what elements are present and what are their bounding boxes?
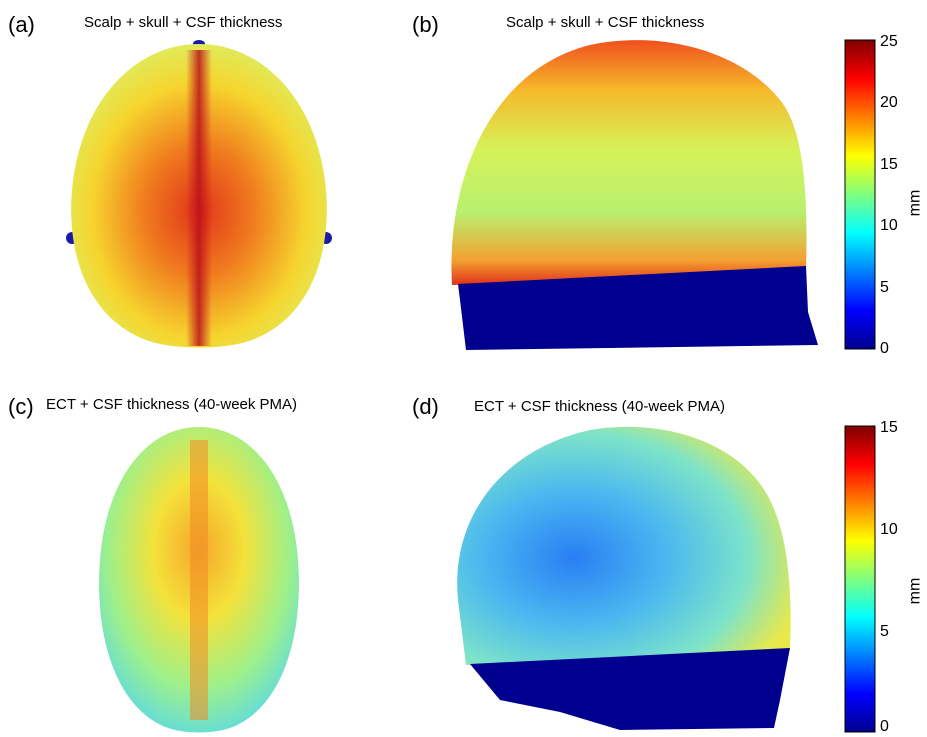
colorbar-bottom-tick: 5	[880, 623, 889, 640]
colorbar-bottom-tick: 15	[880, 419, 898, 436]
panel-d-title: ECT + CSF thickness (40-week PMA)	[474, 398, 726, 415]
colorbar-top-tick: 0	[880, 340, 889, 357]
colorbar-top-tick: 25	[880, 33, 898, 50]
colorbar-top-tick: 20	[880, 94, 898, 111]
panel-b-title: Scalp + skull + CSF thickness	[506, 14, 705, 31]
colorbar-top-tick: 5	[880, 279, 889, 296]
panel-c-title: ECT + CSF thickness (40-week PMA)	[46, 396, 298, 413]
panel-d-head-map	[457, 426, 791, 730]
panel-a-title: Scalp + skull + CSF thickness	[84, 14, 283, 31]
colorbar-bottom	[844, 425, 876, 733]
colorbar-top-tick: 15	[880, 156, 898, 173]
panel-b-label: (b)	[412, 12, 439, 37]
panel-c-label: (c)	[8, 394, 34, 419]
panel-c-head-map	[99, 427, 299, 733]
colorbar-top	[844, 39, 876, 350]
colorbar-top-unit: mm	[906, 189, 924, 217]
panel-a-label: (a)	[8, 12, 35, 37]
colorbar-top-tick: 10	[880, 217, 898, 234]
panel-d-label: (d)	[412, 394, 439, 419]
panel-b-head-map	[451, 40, 818, 350]
colorbar-bottom-unit: mm	[906, 577, 924, 605]
panel-a-head-map	[66, 40, 332, 348]
colorbar-bottom-tick: 0	[880, 718, 889, 735]
colorbar-bottom-tick: 10	[880, 521, 898, 538]
